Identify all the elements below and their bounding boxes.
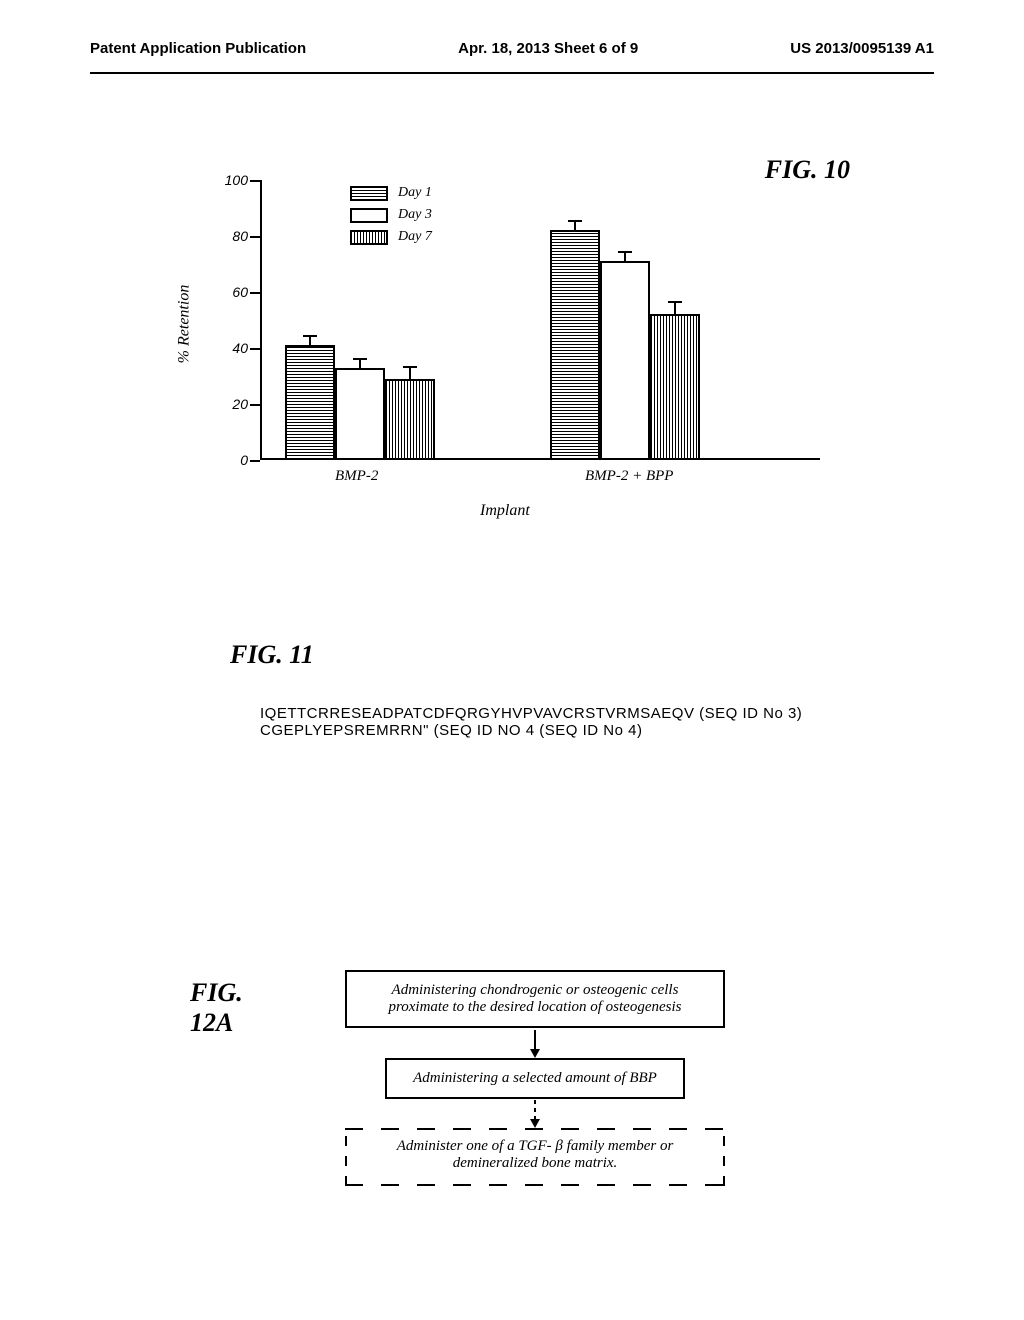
error-bar bbox=[409, 368, 411, 379]
y-tick-label: 80 bbox=[232, 228, 248, 244]
arrow-head-2 bbox=[530, 1119, 540, 1128]
dash-border bbox=[345, 1128, 725, 1130]
sequence-1: IQETTCRRESEADPATCDFQRGYHVPVAVCRSTVRMSAEQ… bbox=[260, 705, 802, 722]
y-tick-label: 60 bbox=[232, 284, 248, 300]
legend-swatch-day7 bbox=[350, 230, 388, 245]
header-divider bbox=[90, 72, 934, 74]
flow-box-3-dashed: Administer one of a TGF- β family member… bbox=[345, 1128, 725, 1186]
x-axis-label: Implant bbox=[480, 502, 530, 520]
y-tick-label: 40 bbox=[232, 340, 248, 356]
sequence-2: CGEPLYEPSREMRRN" (SEQ ID NO 4 (SEQ ID No… bbox=[260, 722, 802, 739]
y-tick bbox=[250, 292, 260, 294]
bar-bmp2-day3 bbox=[335, 368, 385, 460]
flow-box-2: Administering a selected amount of BBP bbox=[385, 1058, 685, 1099]
dash-border bbox=[345, 1128, 347, 1186]
flow-box-1-text: Administering chondrogenic or osteogenic… bbox=[388, 982, 681, 1015]
legend-item: Day 3 bbox=[350, 207, 432, 223]
flow-box-3-text: Administer one of a TGF- β family member… bbox=[397, 1138, 674, 1171]
legend-item: Day 1 bbox=[350, 185, 432, 201]
y-tick bbox=[250, 404, 260, 406]
fig11-title: FIG. 11 bbox=[230, 640, 802, 670]
legend-label: Day 1 bbox=[398, 185, 432, 201]
fig10-chart: FIG. 10 % Retention 0 20 40 60 80 100 Da… bbox=[220, 170, 820, 500]
error-cap bbox=[403, 366, 417, 368]
bar-bmp2-day7 bbox=[385, 379, 435, 460]
header-patent-number: US 2013/0095139 A1 bbox=[790, 40, 934, 57]
y-tick bbox=[250, 236, 260, 238]
y-tick-label: 20 bbox=[232, 396, 248, 412]
page-header: Patent Application Publication Apr. 18, … bbox=[0, 0, 1024, 67]
bar-bmp2bpp-day1 bbox=[550, 230, 600, 460]
error-bar bbox=[674, 303, 676, 314]
y-tick bbox=[250, 180, 260, 182]
flow-box-2-text: Administering a selected amount of BBP bbox=[413, 1070, 657, 1086]
x-group-label: BMP-2 bbox=[335, 468, 378, 485]
error-bar bbox=[624, 253, 626, 261]
error-cap bbox=[353, 358, 367, 360]
error-bar bbox=[574, 222, 576, 230]
legend-label: Day 7 bbox=[398, 229, 432, 245]
flow-box-1: Administering chondrogenic or osteogenic… bbox=[345, 970, 725, 1028]
arrow-head-1 bbox=[530, 1049, 540, 1058]
dash-border bbox=[723, 1128, 725, 1186]
error-cap bbox=[303, 335, 317, 337]
error-bar bbox=[309, 337, 311, 345]
arrow-1 bbox=[534, 1030, 536, 1050]
y-axis bbox=[260, 180, 262, 460]
y-axis-label: % Retention bbox=[175, 285, 193, 364]
x-group-label: BMP-2 + BPP bbox=[585, 468, 673, 485]
error-cap bbox=[568, 220, 582, 222]
y-tick-label: 100 bbox=[225, 172, 248, 188]
legend-swatch-day3 bbox=[350, 208, 388, 223]
error-cap bbox=[618, 251, 632, 253]
arrow-2-dashed bbox=[534, 1098, 536, 1120]
bar-bmp2bpp-day3 bbox=[600, 261, 650, 460]
fig12a-title: FIG. 12A bbox=[190, 978, 243, 1038]
legend-item: Day 7 bbox=[350, 229, 432, 245]
y-tick-label: 0 bbox=[240, 452, 248, 468]
y-tick bbox=[250, 460, 260, 462]
header-publication: Patent Application Publication bbox=[90, 40, 306, 57]
fig10-title: FIG. 10 bbox=[765, 155, 850, 185]
legend-label: Day 3 bbox=[398, 207, 432, 223]
bar-bmp2bpp-day7 bbox=[650, 314, 700, 460]
y-tick bbox=[250, 348, 260, 350]
fig11: FIG. 11 IQETTCRRESEADPATCDFQRGYHVPVAVCRS… bbox=[230, 640, 802, 739]
legend-swatch-day1 bbox=[350, 186, 388, 201]
chart-legend: Day 1 Day 3 Day 7 bbox=[350, 185, 432, 251]
error-bar bbox=[359, 360, 361, 368]
header-date-sheet: Apr. 18, 2013 Sheet 6 of 9 bbox=[458, 40, 638, 57]
bar-bmp2-day1 bbox=[285, 345, 335, 460]
dash-border bbox=[345, 1184, 725, 1186]
error-cap bbox=[668, 301, 682, 303]
